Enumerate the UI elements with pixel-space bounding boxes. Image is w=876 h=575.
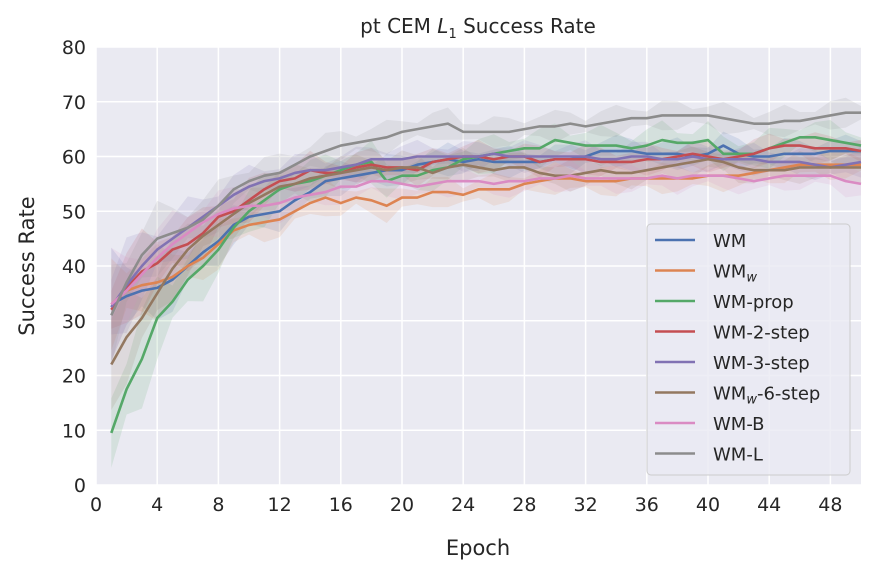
- x-tick-label: 16: [329, 494, 353, 516]
- line-wm-w-6-step: [110, 157, 861, 366]
- legend-box: [646, 223, 851, 476]
- legend-label: WM-3-step: [713, 353, 810, 374]
- x-tick-label: 24: [451, 494, 475, 516]
- x-tick-labels: 0 4 8 12 16 20 24 28 32 36 40 44 48: [90, 494, 843, 516]
- line-wm-w: [110, 163, 861, 306]
- x-tick-label: 12: [268, 494, 292, 516]
- x-tick-label: 40: [696, 494, 720, 516]
- x-tick-label: 8: [212, 494, 224, 516]
- series-lines: [110, 111, 862, 434]
- band-wm-3-step: [111, 139, 862, 335]
- line-wm-b: [110, 174, 862, 306]
- y-tick-label: 80: [62, 37, 86, 59]
- y-tick-label: 40: [62, 256, 86, 278]
- x-tick-label: 48: [818, 494, 842, 516]
- x-axis-label: Epoch: [446, 536, 510, 560]
- x-tick-label: 44: [757, 494, 781, 516]
- y-tick-labels: 0 10 20 30 40 50 60 70 80: [62, 37, 86, 497]
- y-tick-label: 0: [74, 475, 86, 497]
- y-tick-label: 50: [62, 201, 86, 223]
- line-wm-3-step: [110, 152, 862, 308]
- legend-label: WM-L: [713, 445, 763, 466]
- legend-label: WM-prop: [713, 292, 794, 313]
- band-wm-w-6-step: [111, 146, 862, 411]
- y-tick-label: 10: [62, 420, 86, 442]
- x-tick-label: 36: [635, 494, 659, 516]
- y-tick-label: 60: [62, 147, 86, 169]
- x-tick-label: 4: [151, 494, 163, 516]
- band-wm-l: [111, 97, 862, 366]
- x-tick-label: 0: [90, 494, 102, 516]
- y-tick-label: 30: [62, 311, 86, 333]
- line-wm-2-step: [110, 144, 862, 311]
- legend-label: WM: [713, 231, 746, 252]
- line-wm-l: [110, 111, 861, 316]
- legend: WM WMw WM-prop WM-2-step WM-3-step WMw-6-step…: [646, 223, 851, 476]
- legend-label: WMw-6-step: [713, 384, 820, 408]
- y-axis-label: Success Rate: [15, 196, 39, 335]
- band-wm: [111, 131, 862, 361]
- legend-label: WM-2-step: [713, 323, 810, 344]
- y-tick-label: 20: [62, 366, 86, 388]
- y-tick-label: 70: [62, 92, 86, 114]
- legend-label: WMw: [713, 262, 757, 286]
- x-tick-label: 32: [574, 494, 598, 516]
- band-wm-b: [111, 160, 862, 361]
- x-tick-label: 28: [512, 494, 536, 516]
- x-tick-label: 20: [390, 494, 414, 516]
- chart-title: pt CEM L1 Success Rate: [360, 14, 596, 42]
- legend-label: WM-B: [713, 414, 765, 435]
